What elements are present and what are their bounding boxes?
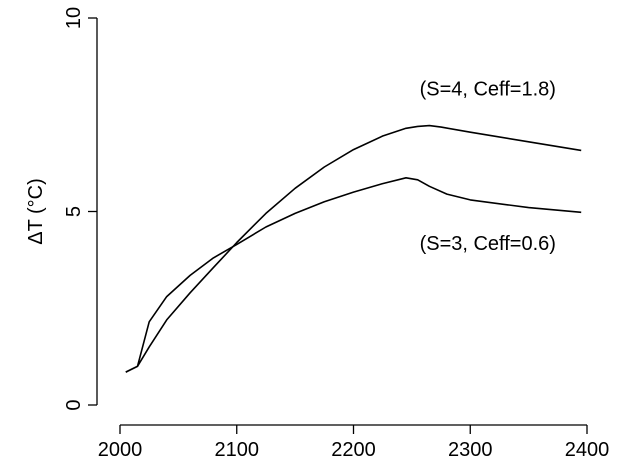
y-tick-label: 10 bbox=[63, 7, 85, 29]
annotation-layer: (S=4, Ceff=1.8) (S=3, Ceff=0.6) bbox=[420, 78, 556, 255]
annotation-1: (S=4, Ceff=1.8) bbox=[420, 78, 556, 100]
y-tick-label: 0 bbox=[63, 399, 85, 410]
x-tick-label: 2000 bbox=[98, 439, 143, 461]
x-tick-label: 2100 bbox=[215, 439, 260, 461]
axes: 2000 2100 2200 2300 2400 0 5 10 ΔT (°C) bbox=[25, 7, 609, 461]
series-line-2 bbox=[125, 177, 582, 373]
x-tick-label: 2300 bbox=[448, 439, 493, 461]
y-axis-title: ΔT (°C) bbox=[25, 178, 47, 245]
x-tick-label: 2400 bbox=[565, 439, 610, 461]
series-line-1 bbox=[125, 124, 582, 373]
annotation-2: (S=3, Ceff=0.6) bbox=[420, 233, 556, 255]
y-tick-label: 5 bbox=[63, 206, 85, 217]
x-tick-label: 2200 bbox=[331, 439, 376, 461]
series-layer bbox=[125, 124, 582, 373]
